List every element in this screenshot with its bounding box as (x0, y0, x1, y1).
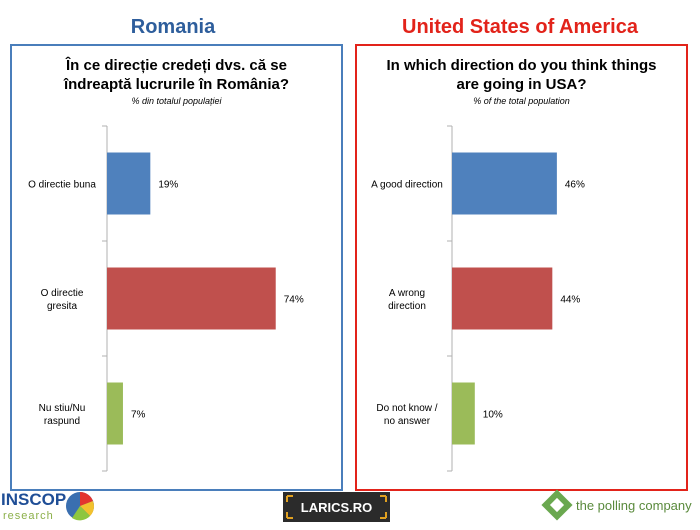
usa-category-label-1: A wrong direction (388, 288, 426, 312)
larics-logo: LARICS.RO (283, 492, 390, 522)
romania-data-label-0: 19% (158, 180, 178, 191)
romania-bar-1 (107, 267, 276, 330)
inscop-logo-text: INSCOP (1, 490, 66, 509)
usa-data-label-0: 46% (565, 180, 585, 191)
usa-panel: In which direction do you think things a… (355, 44, 688, 491)
romania-category-label-line: O directie (41, 288, 84, 299)
romania-header: Romania (130, 16, 216, 38)
usa-category-label-2: Do not know / no answer (376, 403, 437, 427)
usa-category-label-line: A wrong (389, 288, 425, 299)
usa-bar-1 (452, 267, 553, 330)
romania-panel: În ce direcție credeți dvs. că se îndrea… (10, 44, 343, 491)
inscop-logo-subtext: research (3, 510, 54, 522)
usa-header: United States of America (402, 16, 638, 38)
usa-category-label-line: direction (388, 301, 426, 312)
usa-category-label-line: no answer (384, 416, 431, 427)
polling-diamond-icon (541, 489, 573, 521)
romania-data-label-1: 74% (284, 295, 304, 306)
romania-category-label-line: Nu stiu/Nu (39, 403, 86, 414)
polling-company-graphic: the polling company (541, 489, 692, 521)
usa-data-label-2: 10% (483, 410, 503, 421)
romania-bar-0 (107, 152, 151, 215)
romania-title-line1: În ce direcție credeți dvs. că se (66, 57, 287, 74)
usa-category-label-0: A good direction (371, 180, 443, 191)
larics-logo-graphic: LARICS.RO (286, 495, 387, 519)
romania-data-label-2: 7% (131, 410, 146, 421)
usa-bar-chart: 46% A good direction 44% A wrong direction 10… (371, 125, 585, 472)
usa-chart-title: In which direction do you think things a… (357, 56, 686, 94)
romania-category-label-0: O directie buna (28, 180, 96, 191)
usa-chart-subtitle: % of the total population (473, 96, 570, 106)
romania-category-label-line: gresita (47, 301, 77, 312)
usa-title-line1: In which direction do you think things (386, 57, 657, 74)
romania-bar-chart: 19% O directie buna 74% O directie gresita 7%… (28, 125, 304, 472)
larics-corner-icon (286, 495, 387, 519)
inscop-logo-graphic: INSCOP research (1, 490, 95, 522)
inscop-logo: INSCOP research (0, 488, 100, 525)
romania-category-label-line: raspund (44, 416, 80, 427)
romania-category-label-1: O directie gresita (41, 288, 84, 312)
romania-category-label-line: O directie buna (28, 180, 96, 191)
polling-company-logo: the polling company (540, 488, 700, 525)
larics-logo-text: LARICS.RO (301, 500, 373, 515)
usa-category-label-line: Do not know / (376, 403, 437, 414)
romania-title-line2: îndreaptă lucrurile în România? (63, 76, 290, 93)
romania-chart-subtitle: % din totalul populației (131, 96, 222, 106)
polling-company-text: the polling company (576, 498, 692, 513)
usa-title-line2: are going in USA? (456, 76, 587, 93)
romania-bar-2 (107, 382, 123, 445)
romania-category-label-2: Nu stiu/Nu raspund (39, 403, 86, 427)
romania-chart-title: În ce direcție credeți dvs. că se îndrea… (12, 56, 341, 94)
usa-bar-0 (452, 152, 557, 215)
usa-data-label-1: 44% (560, 295, 580, 306)
usa-bar-2 (452, 382, 475, 445)
usa-category-label-line: A good direction (371, 180, 443, 191)
